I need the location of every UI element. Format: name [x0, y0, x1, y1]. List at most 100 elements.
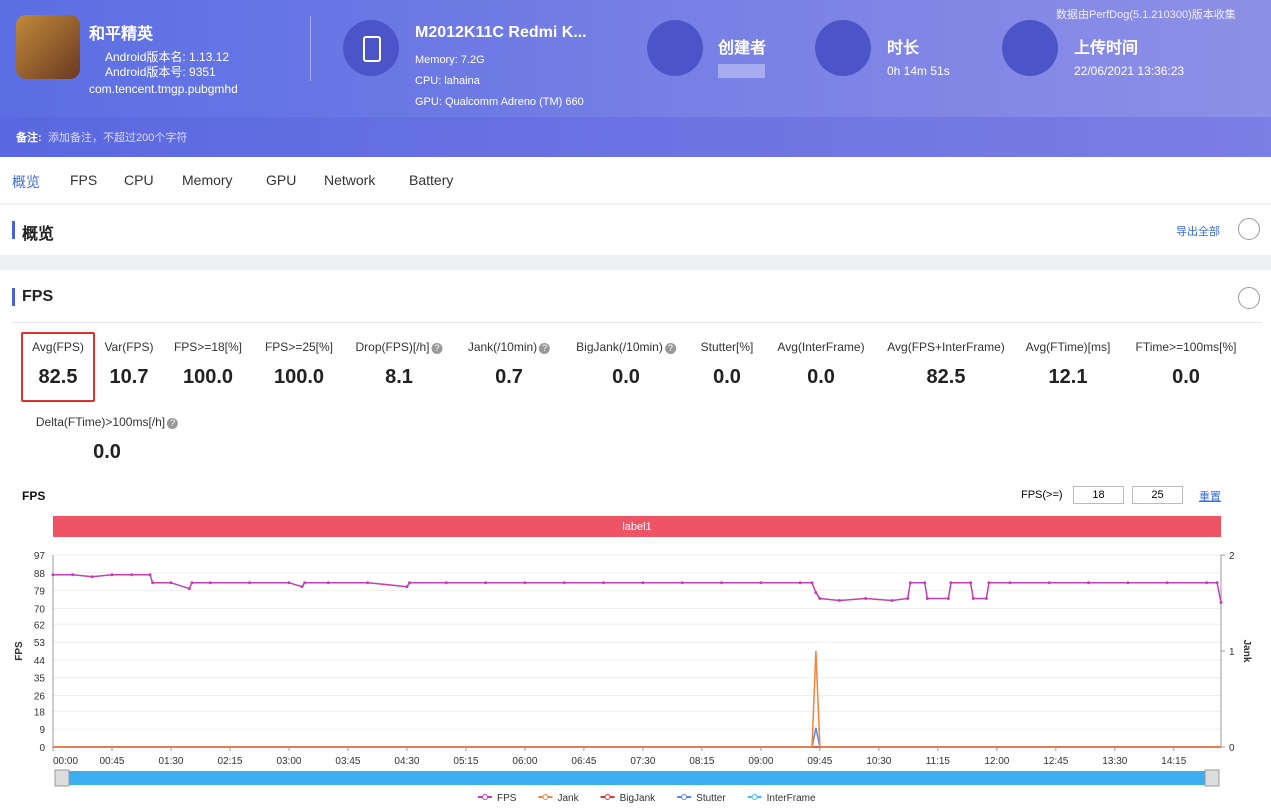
upload-label: 上传时间 — [1074, 40, 1139, 57]
app-name: 和平精英 — [89, 26, 154, 43]
point — [1008, 581, 1012, 585]
x-tick-label: 12:00 — [984, 756, 1009, 767]
point — [523, 581, 527, 585]
metric-value: 0.0 — [612, 366, 640, 388]
metric-value: 0.0 — [93, 441, 121, 463]
tab[interactable]: Network — [324, 172, 376, 188]
point — [810, 581, 814, 585]
point — [408, 581, 412, 585]
legend-dot — [751, 794, 758, 800]
metric-value: 100.0 — [273, 366, 325, 388]
metric-label: FPS>=25[%] — [264, 340, 334, 354]
metric: Jank(/10min)? 0.7 — [468, 340, 551, 389]
x-tick-label: 06:00 — [512, 756, 537, 767]
point — [405, 585, 409, 589]
duration-icon — [815, 20, 871, 76]
point — [151, 581, 155, 585]
point — [169, 581, 173, 585]
metric: Avg(FPS) 82.5 — [32, 340, 84, 389]
metric: Drop(FPS)[/h]? 8.1 — [355, 340, 443, 389]
x-tick-label: 11:15 — [926, 756, 951, 767]
collapse-button[interactable] — [1238, 218, 1260, 240]
upload-icon — [1002, 20, 1058, 76]
slider-handle[interactable] — [54, 769, 70, 787]
point — [720, 581, 724, 585]
legend-dot — [542, 794, 549, 800]
y2-tick-label: 2 — [1229, 551, 1235, 562]
separator — [12, 322, 1262, 323]
point — [923, 581, 927, 585]
point — [906, 597, 910, 601]
help-icon: ? — [539, 343, 551, 354]
section-title: 概览 — [22, 226, 55, 243]
metric: Avg(FPS+InterFrame) 82.5 — [887, 340, 1004, 389]
divider — [310, 16, 311, 81]
x-tick-label: 03:45 — [335, 756, 360, 767]
metric: FPS>=25[%] 100.0 — [265, 340, 333, 389]
creator-icon — [647, 20, 703, 76]
y-tick-label: 53 — [34, 638, 46, 649]
reset-link[interactable]: 重置 — [1199, 491, 1221, 503]
y-tick-label: 18 — [34, 707, 46, 718]
tab[interactable]: FPS — [70, 172, 98, 188]
export-link[interactable]: 导出全部 — [1176, 226, 1220, 238]
point — [326, 581, 330, 585]
help-icon: ? — [664, 343, 676, 354]
tab[interactable]: CPU — [124, 172, 154, 188]
source-note: 数据由PerfDog(5.1.210300)版本收集 — [1056, 9, 1236, 21]
series-line — [53, 650, 1221, 748]
device-name: M2012K11C Redmi K... — [415, 24, 587, 41]
x-tick-label: 05:15 — [453, 756, 478, 767]
metric-label: Var(FPS) — [104, 340, 154, 354]
point — [190, 581, 194, 585]
tab[interactable]: Battery — [409, 172, 454, 188]
collapse-button[interactable] — [1238, 287, 1260, 309]
point — [484, 581, 488, 585]
y-tick-label: 26 — [34, 692, 46, 703]
metric-label: BigJank(/10min)? — [576, 340, 676, 354]
x-tick-label: 13:30 — [1102, 756, 1127, 767]
point — [1215, 581, 1219, 585]
cpu: CPU: lahaina — [415, 75, 480, 87]
metric-value: 0.0 — [713, 366, 741, 388]
x-tick-label: 09:45 — [807, 756, 832, 767]
point — [946, 597, 950, 601]
point — [971, 597, 975, 601]
point — [1219, 601, 1223, 605]
point — [1126, 581, 1130, 585]
tab[interactable]: GPU — [266, 172, 297, 188]
point — [1087, 581, 1091, 585]
creator-blur — [718, 64, 765, 78]
threshold-input[interactable]: 18 — [1073, 486, 1124, 504]
tab[interactable]: Memory — [182, 172, 233, 188]
series-line — [53, 574, 1222, 603]
duration: 0h 14m 51s — [887, 64, 950, 78]
y2-tick-label: 1 — [1229, 647, 1235, 658]
y-tick-label: 44 — [34, 656, 46, 667]
threshold-input[interactable]: 25 — [1132, 486, 1183, 504]
header: 和平精英 Android版本名: 1.13.12 Android版本号: 935… — [0, 0, 1271, 157]
point — [187, 587, 191, 591]
point — [444, 581, 448, 585]
x-tick-label: 08:15 — [689, 756, 714, 767]
metric-value: 8.1 — [385, 366, 413, 388]
tab[interactable]: 概览 — [12, 174, 40, 190]
slider-handle[interactable] — [1204, 769, 1220, 787]
y-tick-label: 97 — [34, 551, 46, 562]
x-tick-label: 07:30 — [630, 756, 655, 767]
point — [890, 599, 894, 603]
help-icon: ? — [431, 343, 443, 354]
point — [818, 597, 822, 601]
remark-input[interactable]: 添加备注，不超过200个字符 — [48, 132, 188, 144]
help-icon: ? — [167, 418, 179, 429]
point — [984, 597, 988, 601]
point — [110, 573, 114, 577]
metric-value: 100.0 — [182, 366, 234, 388]
x-tick-label: 12:45 — [1043, 756, 1068, 767]
memory: Memory: 7.2G — [415, 54, 485, 66]
threshold-label: FPS(>=) — [1021, 489, 1063, 501]
point — [969, 581, 973, 585]
point — [987, 581, 991, 585]
legend-label: FPS — [497, 793, 517, 804]
metric-label: Avg(FPS) — [32, 340, 84, 354]
